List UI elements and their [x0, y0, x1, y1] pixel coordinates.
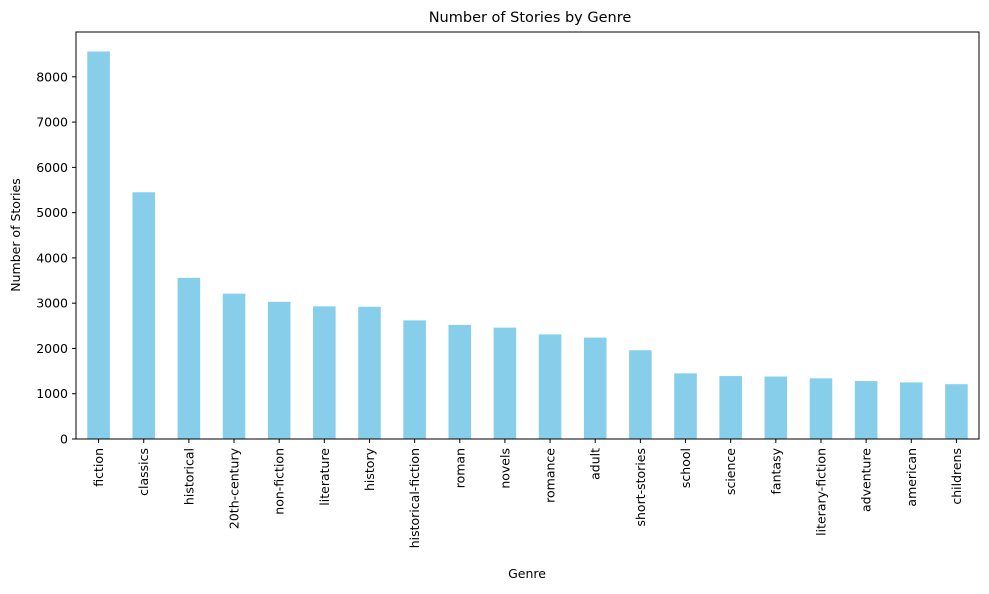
bar-fiction: [87, 51, 110, 439]
x-axis-label: Genre: [508, 566, 546, 581]
bar-literary-fiction: [809, 378, 833, 439]
x-tick-label: adult: [588, 448, 603, 480]
y-tick-label: 3000: [36, 296, 68, 311]
x-tick-label: literary-fiction: [813, 448, 828, 536]
y-tick-label: 2000: [36, 341, 68, 356]
bar-childrens: [945, 384, 968, 439]
x-tick-label: 20th-century: [227, 447, 242, 529]
bar-non-fiction: [267, 301, 291, 439]
bar-science: [719, 376, 742, 439]
x-tick-label: literature: [317, 448, 332, 506]
y-tick-label: 6000: [36, 160, 68, 175]
y-tick-label: 8000: [36, 69, 68, 84]
bar-short-stories: [629, 350, 652, 439]
bar-roman: [448, 324, 472, 439]
bar-history: [358, 306, 381, 439]
x-tick-label: childrens: [949, 448, 964, 505]
x-tick-label: fantasy: [768, 447, 783, 494]
bar-novels: [493, 327, 517, 439]
x-tick-label: historical: [181, 448, 196, 505]
x-tick-label: historical-fiction: [407, 448, 422, 548]
bar-adult: [583, 337, 607, 439]
y-tick-label: 1000: [36, 386, 68, 401]
x-tick-label: adventure: [859, 448, 874, 512]
y-tick-label: 0: [60, 432, 68, 447]
x-tick-label: history: [362, 447, 377, 491]
bar-20th-century: [222, 293, 246, 439]
bar-historical-fiction: [403, 320, 426, 439]
x-tick-label: science: [723, 448, 738, 495]
x-tick-label: non-fiction: [272, 448, 287, 515]
bar-adventure: [854, 381, 878, 439]
plot-frame: [75, 31, 980, 440]
x-tick-label: short-stories: [633, 448, 648, 527]
bar-school: [674, 373, 697, 439]
bar-classics: [132, 192, 156, 439]
plot-area: 0 1000 2000 3000 4000 5000 6000 7000 8000 fiction…: [36, 31, 980, 548]
chart-title: Number of Stories by Genre: [429, 10, 632, 26]
bar-romance: [538, 334, 562, 439]
x-tick-label: fiction: [91, 448, 106, 487]
y-tick-label: 4000: [36, 250, 68, 265]
x-tick-label: novels: [497, 448, 512, 489]
x-tick-label: school: [678, 448, 693, 488]
y-tick-label: 7000: [36, 115, 68, 130]
bar-literature: [313, 306, 336, 439]
bar-historical: [177, 277, 201, 439]
y-axis-label: Number of Stories: [8, 178, 23, 292]
y-tick-label: 5000: [36, 205, 68, 220]
x-tick-label: romance: [543, 448, 558, 503]
bar-american: [899, 382, 923, 439]
x-tick-label: roman: [452, 448, 467, 488]
x-tick-label: classics: [136, 448, 151, 496]
bar-fantasy: [764, 376, 788, 439]
x-tick-label: american: [904, 448, 919, 507]
